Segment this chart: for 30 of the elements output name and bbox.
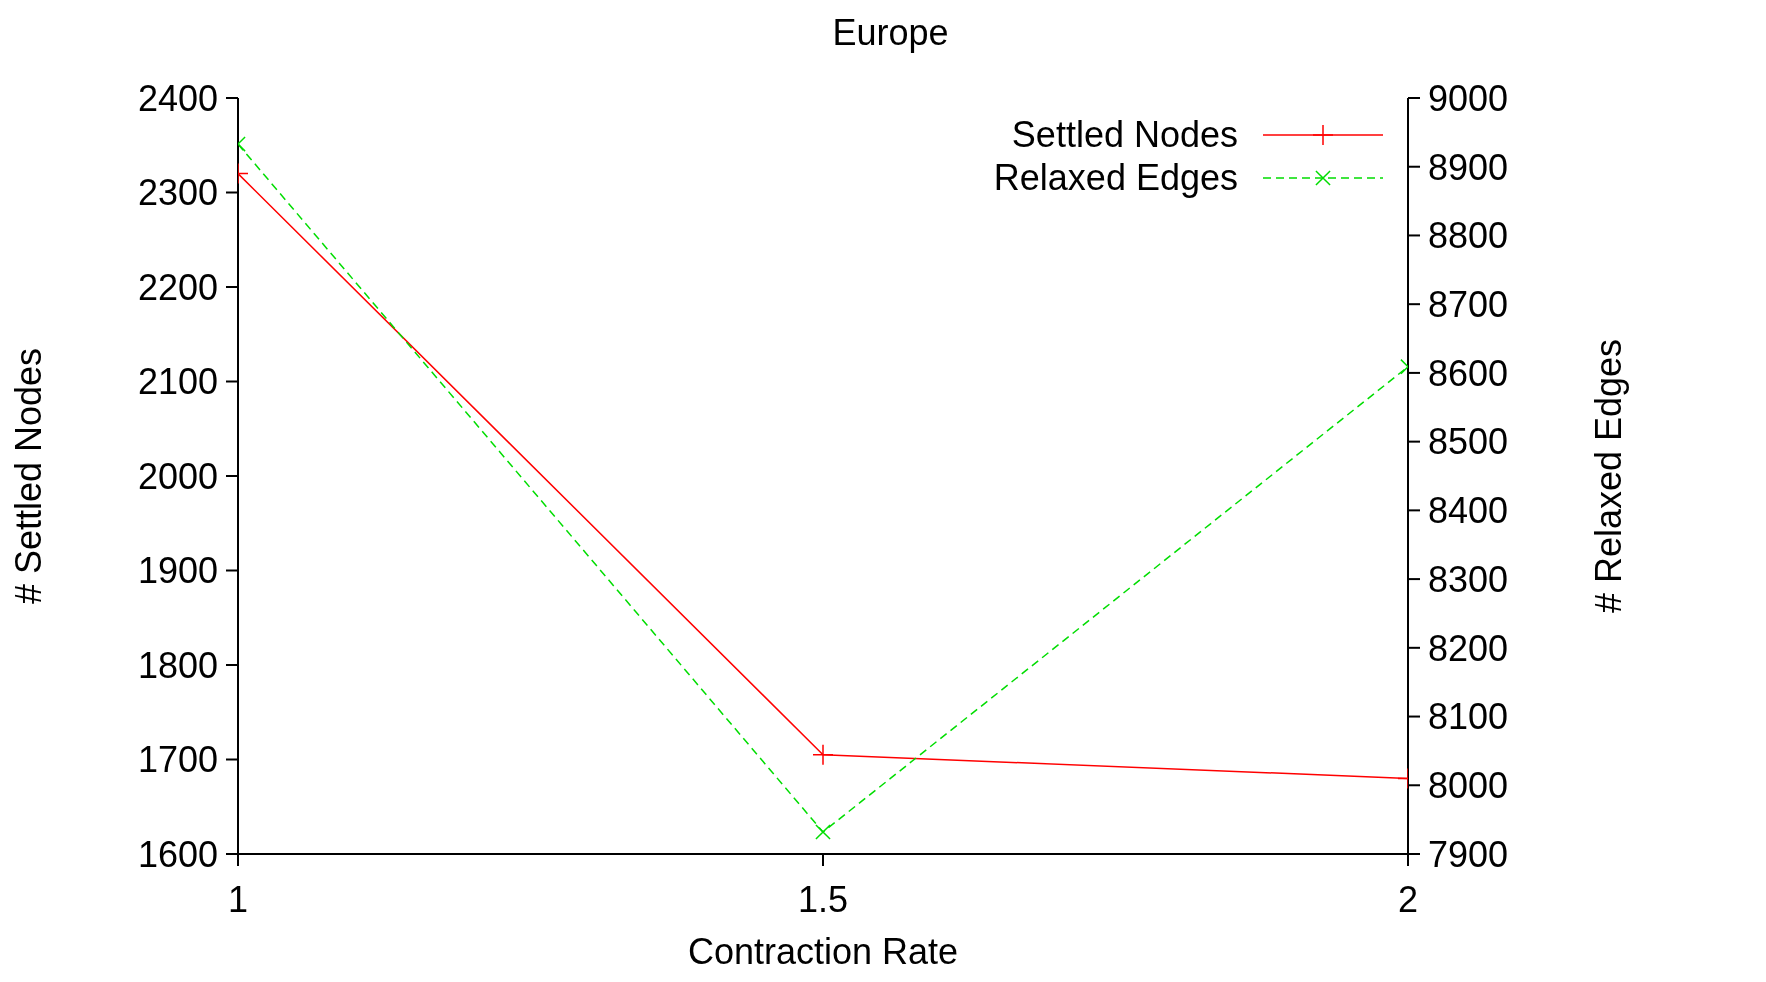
y2-tick-label: 8700	[1428, 283, 1509, 325]
y-tick-label: 1800	[137, 644, 218, 686]
y-tick-label: 2100	[137, 361, 218, 403]
y-tick-label: 2300	[137, 172, 218, 214]
y2-tick-label: 7900	[1428, 833, 1509, 875]
y2-tick-label: 8400	[1428, 490, 1509, 532]
x-tick-label: 1.5	[797, 878, 849, 920]
y2-tick-label: 8200	[1428, 627, 1509, 669]
y2-tick-label: 8100	[1428, 696, 1509, 738]
x-axis-title: Contraction Rate	[687, 931, 959, 972]
y2-tick-label: 9000	[1428, 77, 1509, 119]
legend-label: Settled Nodes	[1011, 113, 1238, 156]
y-tick-label: 1600	[137, 833, 218, 875]
y2-tick-label: 8800	[1428, 215, 1509, 257]
y2-tick-label: 8500	[1428, 421, 1509, 463]
y-tick-label: 1700	[137, 739, 218, 781]
y2-tick-label: 8000	[1428, 765, 1509, 807]
x-tick-label: 2	[1397, 878, 1419, 920]
y-axis-title: # Settled Nodes	[7, 347, 49, 605]
legend-label: Relaxed Edges	[993, 156, 1238, 199]
y-tick-label: 2400	[137, 77, 218, 119]
y-tick-label: 2200	[137, 266, 218, 308]
chart-title: Europe	[831, 12, 950, 54]
y2-tick-label: 8900	[1428, 146, 1509, 188]
y2-tick-label: 8300	[1428, 558, 1509, 600]
y2-tick-label: 8600	[1428, 352, 1509, 394]
y2-axis-title: # Relaxed Edges	[1587, 338, 1629, 614]
y-tick-label: 1900	[137, 550, 218, 592]
x-tick-label: 1	[227, 878, 249, 920]
y-tick-label: 2000	[137, 455, 218, 497]
